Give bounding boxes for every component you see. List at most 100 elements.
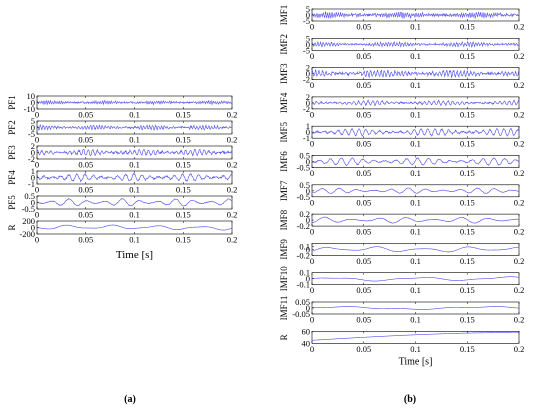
signal-line-imf10 [311, 276, 520, 282]
x-tick-label: 0.05 [356, 109, 371, 119]
y-tick-label: 10 [27, 91, 36, 101]
x-tick-label: 0.2 [514, 256, 525, 266]
x-tick-label: 0 [310, 80, 314, 90]
x-tick-label: 0 [35, 210, 39, 220]
x-tick-label: 0.15 [460, 139, 475, 149]
row-label-imf7: IMF7 [279, 180, 289, 201]
x-tick-label: 0.2 [514, 80, 525, 90]
y-tick-label: -1 [303, 133, 310, 143]
row-label-pf4: PF4 [7, 170, 17, 185]
y-tick-label: 0 [306, 186, 310, 196]
x-tick-label: 0.15 [460, 109, 475, 119]
x-tick-label: 0.15 [460, 285, 475, 295]
subplot-imf3: 0 0.05 0.1 0.15 0.2 -202 IMF3 [279, 63, 524, 91]
y-tick-label: 0.1 [299, 268, 310, 278]
x-tick-label: 0 [35, 160, 39, 170]
x-tick-label: 0.05 [356, 227, 371, 237]
y-tick-label: 0.05 [295, 297, 310, 307]
x-tick-label: 0.15 [176, 235, 191, 245]
subplot-pf4: 0 0.05 0.1 0.15 0.2 -101 PF4 [7, 166, 237, 195]
x-tick-label: 0.05 [78, 185, 93, 195]
signal-line-imf1 [311, 11, 520, 20]
y-tick-label: -2 [303, 104, 310, 114]
row-label-imf3: IMF3 [279, 63, 289, 84]
x-axis-label: Time [s] [116, 249, 153, 261]
x-tick-label: 0.05 [356, 256, 371, 266]
y-tick-label: -2 [303, 75, 310, 85]
x-tick-label: 0.2 [514, 344, 525, 354]
x-tick-label: 0.1 [410, 344, 421, 354]
y-tick-label: 0 [306, 127, 310, 137]
y-tick-label: 0.1 [299, 241, 310, 251]
y-tick-label: 0.5 [299, 180, 310, 190]
subplot-imf6: 0 0.05 0.1 0.15 0.2 -0.500.5 IMF6 [279, 151, 524, 179]
y-tick-label: 0.5 [24, 191, 35, 201]
row-label-imf6: IMF6 [279, 151, 289, 172]
y-tick-label: 0 [306, 98, 310, 108]
y-tick-label: 0 [306, 244, 310, 254]
x-tick-label: 0.15 [176, 185, 191, 195]
x-tick-label: 0.1 [410, 139, 421, 149]
y-tick-label: 0 [306, 39, 310, 49]
x-tick-label: 0.15 [176, 160, 191, 170]
x-tick-label: 0.15 [460, 197, 475, 207]
x-tick-label: 0.2 [514, 168, 525, 178]
x-tick-label: 0 [310, 168, 314, 178]
x-tick-label: 0.05 [78, 110, 93, 120]
row-label-pf1: PF1 [7, 95, 17, 110]
y-tick-label: 0 [306, 215, 310, 225]
signal-line-pf5 [36, 198, 233, 207]
x-tick-label: 0.2 [227, 185, 238, 195]
x-tick-label: 0 [310, 197, 314, 207]
x-tick-label: 0.15 [176, 110, 191, 120]
subplot-imf4: 0 0.05 0.1 0.15 0.2 -202 IMF4 [279, 92, 524, 120]
x-tick-label: 0 [310, 344, 314, 354]
y-tick-label: 0 [31, 98, 35, 108]
y-tick-label: 2 [31, 141, 35, 151]
subplot-pf5: 0 0.05 0.1 0.15 0.2 -0.500.5 PF5 [7, 191, 237, 220]
y-tick-label: 5 [306, 33, 310, 43]
x-axis-label: Time [s] [399, 356, 433, 367]
y-tick-label: -0.2 [297, 221, 310, 231]
y-tick-label: 1 [306, 121, 310, 131]
signal-line-imf9 [311, 246, 520, 253]
x-tick-label: 0.2 [514, 22, 525, 32]
row-label-imf8: IMF8 [279, 209, 289, 230]
y-tick-label: 200 [22, 216, 35, 226]
signal-line-imf6 [311, 157, 520, 166]
y-tick-label: -5 [303, 45, 310, 55]
x-tick-label: 0.05 [356, 344, 371, 354]
x-tick-label: 0.2 [514, 197, 525, 207]
row-label-r: R [7, 224, 17, 230]
signal-line-pf2 [36, 123, 233, 131]
row-label-imf4: IMF4 [279, 92, 289, 113]
y-tick-label: -2 [28, 154, 35, 164]
x-tick-label: 0.2 [227, 160, 238, 170]
y-tick-label: -0.2 [297, 250, 310, 260]
x-tick-label: 0.05 [78, 160, 93, 170]
x-tick-label: 0 [35, 185, 39, 195]
y-tick-label: 0 [306, 69, 310, 79]
y-tick-label: 5 [31, 116, 35, 126]
y-tick-label: 0 [31, 223, 35, 233]
x-tick-label: 0.05 [356, 285, 371, 295]
signal-line-r [36, 224, 233, 231]
y-tick-label: -0.1 [297, 280, 310, 290]
signal-line-imf8 [311, 216, 520, 224]
x-tick-label: 0.15 [176, 210, 191, 220]
y-tick-label: 40 [302, 338, 311, 348]
x-tick-label: 0.2 [227, 110, 238, 120]
subplot-imf5: 0 0.05 0.1 0.15 0.2 -101 IMF5 [279, 121, 524, 149]
signal-line-pf3 [36, 148, 233, 157]
signal-line-pf4 [36, 173, 233, 183]
x-tick-label: 0.2 [514, 227, 525, 237]
x-tick-label: 0 [310, 109, 314, 119]
x-tick-label: 0 [310, 22, 314, 32]
x-tick-label: 0.2 [227, 210, 238, 220]
x-tick-label: 0.1 [129, 235, 140, 245]
y-tick-label: 1 [31, 166, 35, 176]
